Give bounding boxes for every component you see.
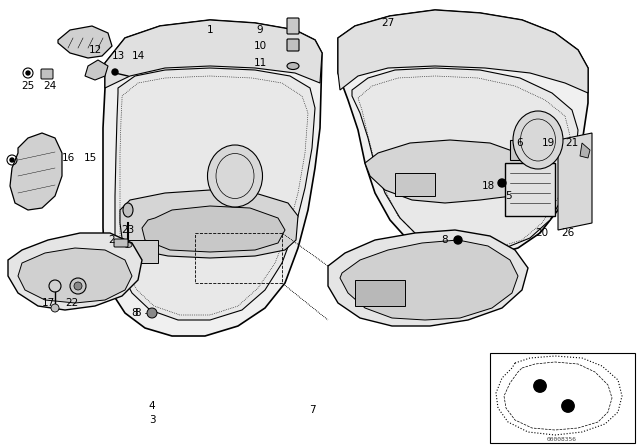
Text: 11: 11 xyxy=(253,58,267,68)
Polygon shape xyxy=(105,20,322,88)
Polygon shape xyxy=(85,60,108,80)
Polygon shape xyxy=(18,248,132,303)
Circle shape xyxy=(51,304,59,312)
Polygon shape xyxy=(328,230,528,326)
Circle shape xyxy=(70,278,86,294)
Circle shape xyxy=(454,236,462,244)
Text: 14: 14 xyxy=(131,51,145,61)
Polygon shape xyxy=(142,206,285,252)
Text: 8: 8 xyxy=(442,235,448,245)
Text: 26: 26 xyxy=(561,228,575,238)
Polygon shape xyxy=(510,140,545,160)
Ellipse shape xyxy=(124,242,132,247)
Text: 24: 24 xyxy=(44,81,56,91)
Text: 6: 6 xyxy=(516,138,524,148)
FancyBboxPatch shape xyxy=(114,239,128,247)
Ellipse shape xyxy=(513,111,563,169)
Text: 15: 15 xyxy=(83,153,97,163)
FancyBboxPatch shape xyxy=(287,39,299,51)
Text: 23: 23 xyxy=(122,225,134,235)
Text: 10: 10 xyxy=(253,41,267,51)
Ellipse shape xyxy=(287,63,299,69)
Text: 16: 16 xyxy=(61,153,75,163)
Ellipse shape xyxy=(207,145,262,207)
Polygon shape xyxy=(103,20,322,336)
Polygon shape xyxy=(490,353,635,443)
Polygon shape xyxy=(395,173,435,196)
Text: 00008356: 00008356 xyxy=(547,437,577,442)
Polygon shape xyxy=(10,133,62,210)
Text: 27: 27 xyxy=(381,18,395,28)
Circle shape xyxy=(147,308,157,318)
Polygon shape xyxy=(352,68,578,251)
Text: 18: 18 xyxy=(481,181,495,191)
Polygon shape xyxy=(338,10,588,93)
Circle shape xyxy=(26,71,30,75)
Circle shape xyxy=(10,158,14,162)
Text: 9: 9 xyxy=(257,25,263,35)
Text: 20: 20 xyxy=(536,228,548,238)
Polygon shape xyxy=(365,140,528,203)
Polygon shape xyxy=(580,143,590,158)
Text: 19: 19 xyxy=(541,138,555,148)
Text: 12: 12 xyxy=(88,45,102,55)
Text: 21: 21 xyxy=(565,138,579,148)
Ellipse shape xyxy=(123,203,133,217)
Polygon shape xyxy=(120,190,298,258)
Text: 7: 7 xyxy=(308,405,316,415)
Circle shape xyxy=(74,282,82,290)
Circle shape xyxy=(498,179,506,187)
Text: 8: 8 xyxy=(131,308,138,318)
Polygon shape xyxy=(558,133,592,230)
Polygon shape xyxy=(338,10,588,258)
Polygon shape xyxy=(58,26,112,58)
Circle shape xyxy=(112,69,118,75)
Text: 22: 22 xyxy=(65,298,79,308)
Text: 8: 8 xyxy=(134,308,141,318)
Polygon shape xyxy=(128,240,158,263)
Polygon shape xyxy=(355,280,405,306)
FancyBboxPatch shape xyxy=(287,18,299,34)
Text: 17: 17 xyxy=(42,298,54,308)
Polygon shape xyxy=(115,68,315,320)
Polygon shape xyxy=(340,240,518,320)
Circle shape xyxy=(534,380,546,392)
Text: 13: 13 xyxy=(111,51,125,61)
Text: 1: 1 xyxy=(207,25,213,35)
Circle shape xyxy=(562,400,574,412)
FancyBboxPatch shape xyxy=(41,69,53,79)
Text: 3: 3 xyxy=(148,415,156,425)
Text: 4: 4 xyxy=(148,401,156,411)
Text: 5: 5 xyxy=(505,191,511,201)
Polygon shape xyxy=(8,233,142,310)
Text: 25: 25 xyxy=(21,81,35,91)
Polygon shape xyxy=(505,163,555,216)
Text: 2: 2 xyxy=(109,235,115,245)
